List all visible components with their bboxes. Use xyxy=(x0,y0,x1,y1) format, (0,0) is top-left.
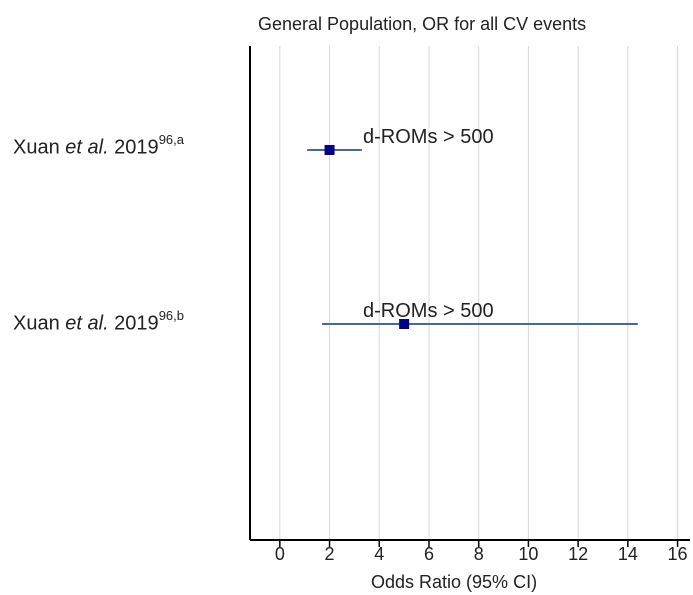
x-tick-label-12: 12 xyxy=(568,544,588,564)
x-tick-label-4: 4 xyxy=(374,544,384,564)
x-tick-label-16: 16 xyxy=(668,544,688,564)
x-axis-ticks: 0 2 4 6 8 10 12 14 16 xyxy=(275,540,688,564)
x-tick-label-8: 8 xyxy=(474,544,484,564)
study-rows: d-ROMs > 500 d-ROMs > 500 xyxy=(307,126,638,329)
x-tick-label-0: 0 xyxy=(275,544,285,564)
row-annotation-2: d-ROMs > 500 xyxy=(363,300,494,322)
point-estimate-1 xyxy=(325,145,335,155)
row-annotation-1: d-ROMs > 500 xyxy=(363,126,494,148)
x-tick-label-14: 14 xyxy=(618,544,638,564)
gridlines xyxy=(280,46,678,540)
x-axis-title: Odds Ratio (95% CI) xyxy=(371,572,537,593)
x-tick-label-6: 6 xyxy=(424,544,434,564)
x-tick-label-2: 2 xyxy=(325,544,335,564)
x-tick-label-10: 10 xyxy=(518,544,538,564)
